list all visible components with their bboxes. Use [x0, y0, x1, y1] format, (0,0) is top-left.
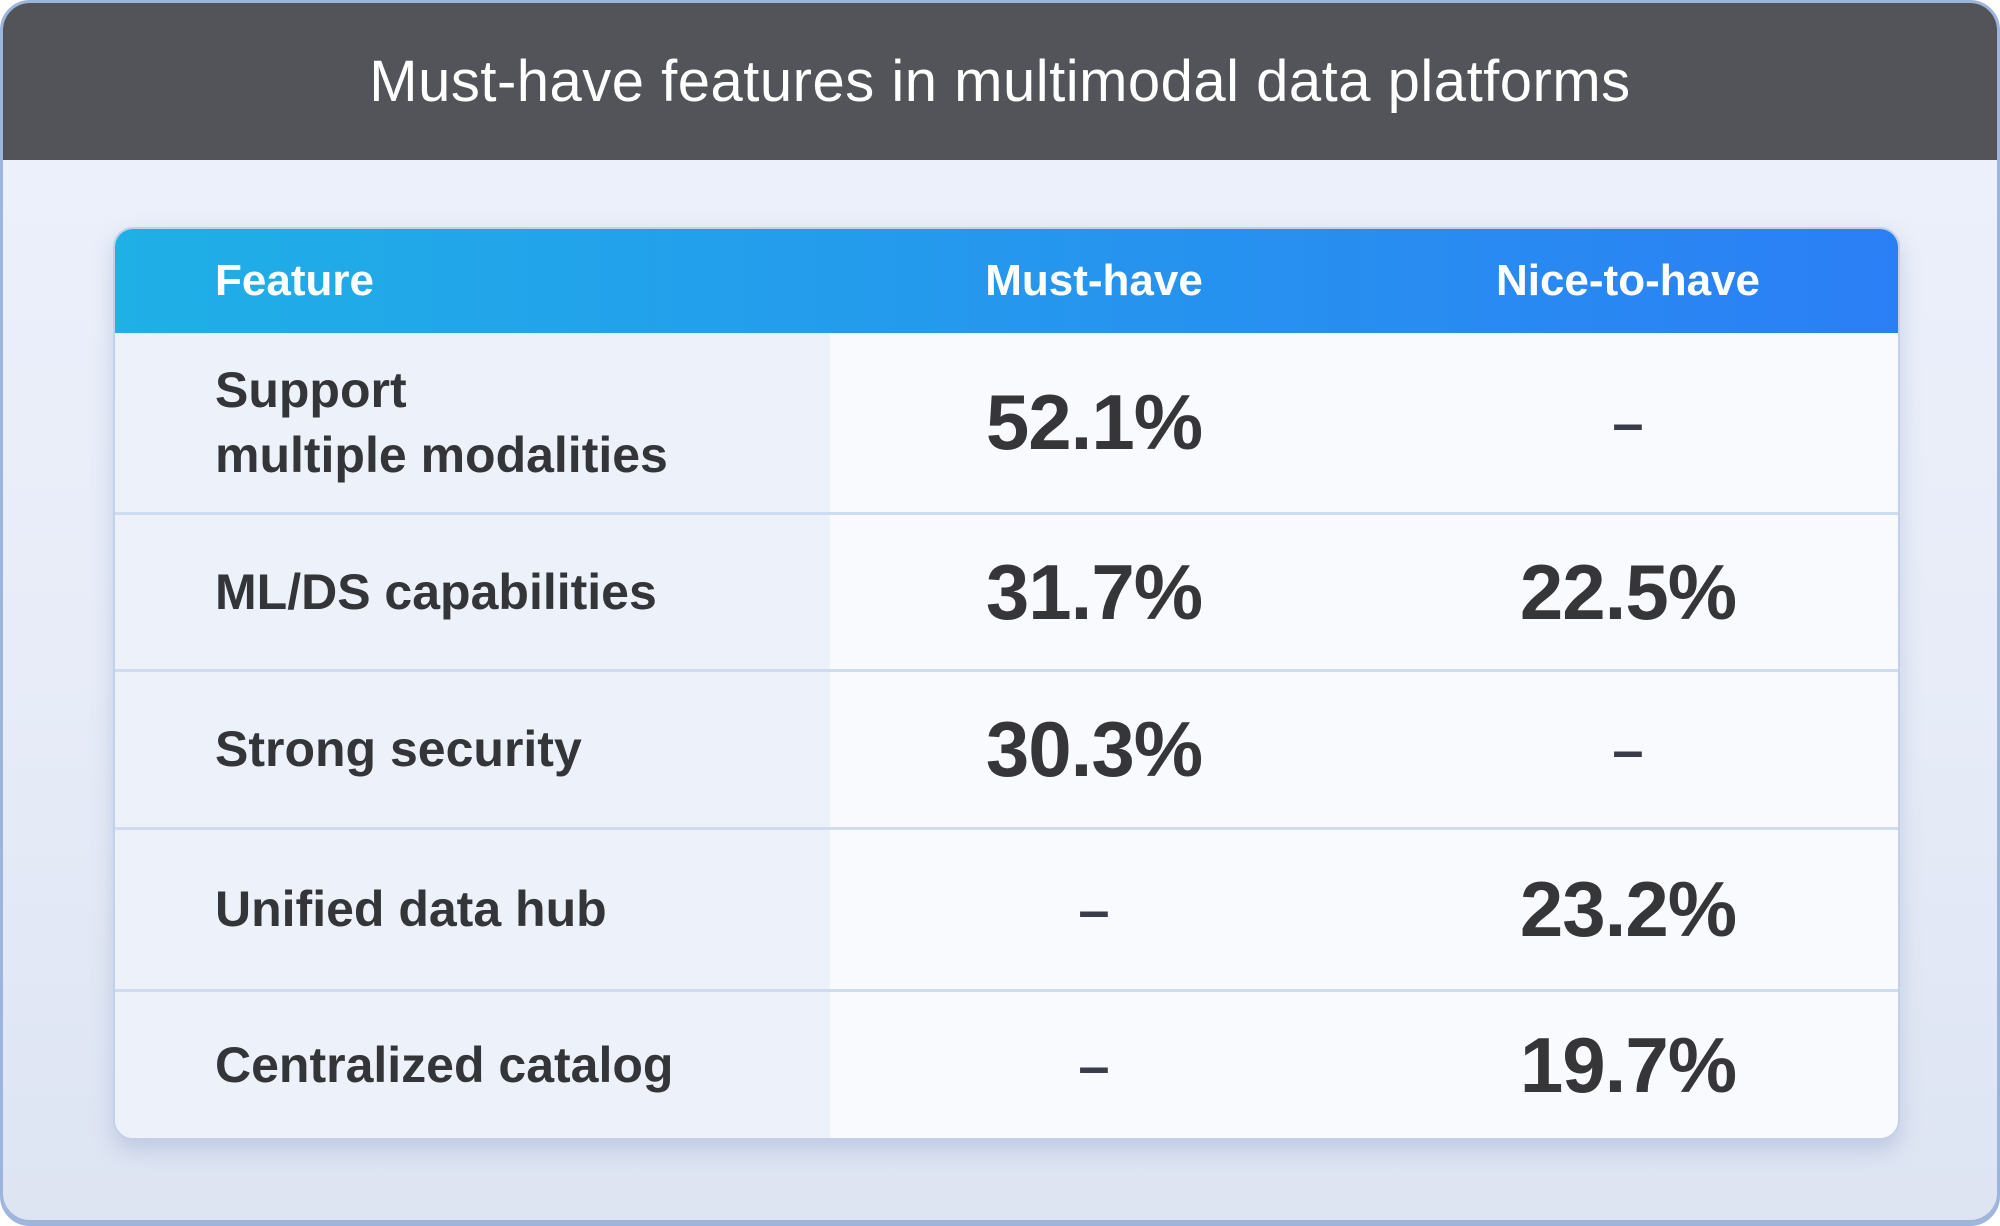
must-have-cell: – [1078, 1033, 1110, 1097]
feature-cell: Centralized catalog [115, 992, 830, 1138]
must-have-cell: 31.7% [985, 547, 1203, 636]
title-bar: Must-have features in multimodal data pl… [3, 3, 1997, 160]
nice-to-have-cell: – [1612, 391, 1644, 454]
must-have-cell: 30.3% [985, 705, 1203, 793]
column-header-nice-to-have: Nice-to-have [1495, 256, 1761, 305]
table-row: Support multiple modalities 52.1% – [115, 333, 1898, 512]
feature-cell: Strong security [115, 672, 830, 827]
feature-cell: Support multiple modalities [115, 333, 830, 512]
feature-cell: Unified data hub [115, 830, 830, 989]
nice-to-have-cell: 22.5% [1519, 547, 1737, 636]
column-header-must-have: Must-have [985, 256, 1203, 305]
column-header-feature: Feature [215, 256, 374, 305]
table-header-row: Feature Must-have Nice-to-have [115, 229, 1898, 333]
nice-to-have-cell: – [1612, 718, 1644, 781]
table-row: Strong security 30.3% – [115, 669, 1898, 827]
must-have-cell: 52.1% [985, 378, 1203, 466]
must-have-cell: – [1078, 878, 1110, 941]
table-row: Unified data hub – 23.2% [115, 827, 1898, 989]
table-row: Centralized catalog – 19.7% [115, 989, 1898, 1138]
data-table-card: Feature Must-have Nice-to-have Support m… [113, 227, 1900, 1140]
page-title: Must-have features in multimodal data pl… [369, 49, 1631, 114]
feature-cell: ML/DS capabilities [115, 515, 830, 669]
nice-to-have-cell: 23.2% [1519, 865, 1737, 953]
nice-to-have-cell: 19.7% [1519, 1020, 1737, 1109]
table-row: ML/DS capabilities 31.7% 22.5% [115, 512, 1898, 669]
